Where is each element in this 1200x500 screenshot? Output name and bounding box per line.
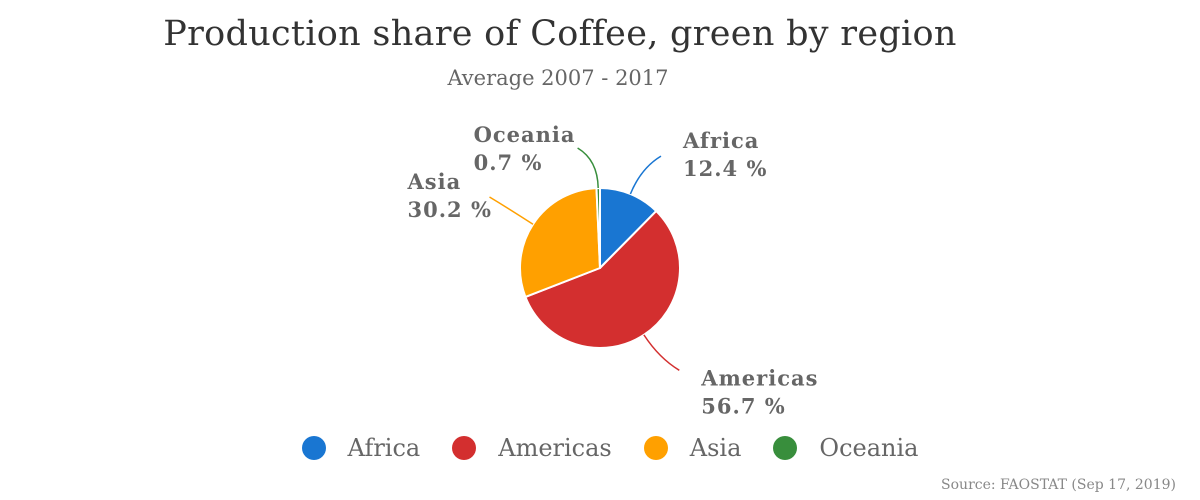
legend-swatch-oceania [773, 436, 798, 460]
pie-slice-americas[interactable] [524, 210, 681, 349]
legend-swatch-americas [452, 436, 477, 460]
legend-item-americas[interactable]: Americas [452, 434, 612, 462]
slice-label-name-africa: Africa [682, 128, 759, 153]
legend-swatch-africa [301, 436, 326, 460]
chart-title: Production share of Coffee, green by reg… [163, 14, 957, 54]
slice-label-name-oceania: Oceania [474, 122, 576, 147]
pie-slice-oceania[interactable] [595, 187, 601, 269]
pie-slice-africa[interactable] [599, 187, 658, 269]
legend-item-asia[interactable]: Asia [643, 434, 742, 462]
slice-label-value-africa: 12.4 % [683, 156, 767, 181]
leader-line-africa [629, 155, 662, 195]
legend-label-africa: Africa [347, 434, 421, 462]
legend-swatch-asia [643, 436, 668, 460]
legend-label-americas: Americas [498, 434, 612, 462]
legend-label-oceania: Oceania [819, 434, 919, 462]
chart-subtitle: Average 2007 - 2017 [447, 66, 669, 90]
leader-line-oceania [577, 147, 599, 189]
source-note: Source: FAOSTAT (Sep 17, 2019) [941, 477, 1176, 493]
pie-labels: Africa 12.4 % Americas 56.7 % Asia 30.2 % Ocea… [407, 122, 818, 418]
leader-line-asia [489, 196, 534, 225]
legend-item-oceania[interactable]: Oceania [773, 434, 918, 462]
pie-slices [519, 187, 681, 349]
chart-legend: Africa Americas Asia Oceania [0, 426, 1200, 470]
pie-slice-asia[interactable] [519, 187, 601, 298]
slice-label-value-oceania: 0.7 % [474, 150, 543, 175]
pie-chart: Africa 12.4 % Americas 56.7 % Asia 30.2 % Ocea… [407, 122, 818, 418]
slice-label-name-asia: Asia [407, 169, 462, 194]
slice-label-value-americas: 56.7 % [701, 393, 785, 418]
leader-line-americas [643, 334, 680, 371]
slice-label-value-asia: 30.2 % [408, 197, 492, 222]
legend-item-africa[interactable]: Africa [301, 434, 421, 462]
slice-label-name-americas: Americas [700, 365, 818, 390]
legend-label-asia: Asia [689, 434, 742, 462]
